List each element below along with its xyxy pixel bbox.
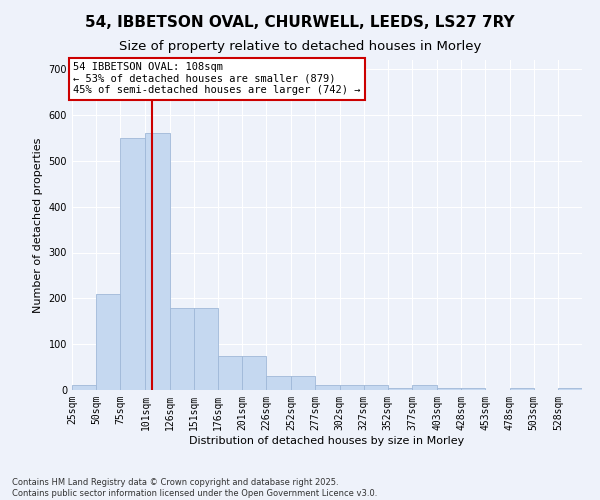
Text: 54, IBBETSON OVAL, CHURWELL, LEEDS, LS27 7RY: 54, IBBETSON OVAL, CHURWELL, LEEDS, LS27…	[85, 15, 515, 30]
Bar	[266, 376, 291, 390]
Bar	[72, 386, 96, 390]
Bar	[316, 386, 340, 390]
Bar	[412, 386, 437, 390]
Bar	[558, 388, 582, 390]
Text: Size of property relative to detached houses in Morley: Size of property relative to detached ho…	[119, 40, 481, 53]
Bar	[96, 294, 120, 390]
X-axis label: Distribution of detached houses by size in Morley: Distribution of detached houses by size …	[190, 436, 464, 446]
Bar	[437, 388, 461, 390]
Bar	[145, 134, 170, 390]
Bar	[218, 356, 242, 390]
Bar	[242, 356, 266, 390]
Bar	[509, 388, 534, 390]
Bar	[170, 308, 194, 390]
Bar	[340, 386, 364, 390]
Bar	[388, 388, 412, 390]
Text: Contains HM Land Registry data © Crown copyright and database right 2025.
Contai: Contains HM Land Registry data © Crown c…	[12, 478, 377, 498]
Bar	[461, 388, 485, 390]
Bar	[364, 386, 388, 390]
Bar	[120, 138, 145, 390]
Bar	[194, 308, 218, 390]
Bar	[291, 376, 316, 390]
Text: 54 IBBETSON OVAL: 108sqm
← 53% of detached houses are smaller (879)
45% of semi-: 54 IBBETSON OVAL: 108sqm ← 53% of detach…	[73, 62, 361, 96]
Y-axis label: Number of detached properties: Number of detached properties	[33, 138, 43, 312]
